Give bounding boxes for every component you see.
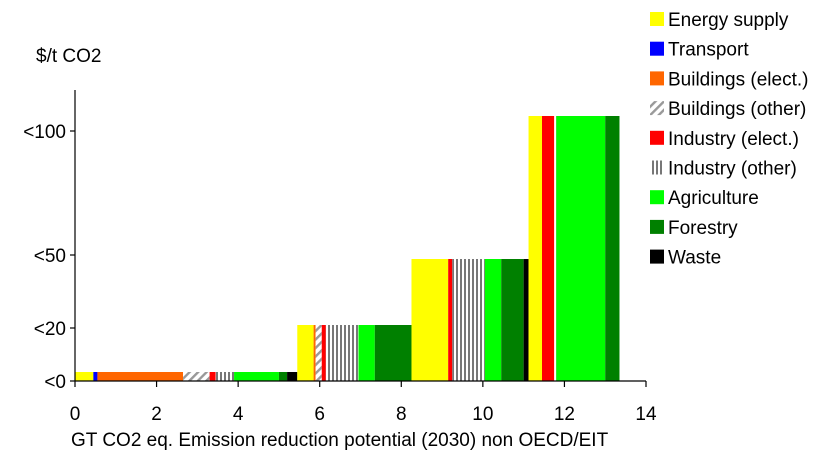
x-axis-title: GT CO2 eq. Emission reduction potential … [71,430,609,451]
legend-label-buildings-other: Buildings (other) [668,99,806,120]
legend-label-agriculture: Agriculture [668,188,759,209]
bar-transport [93,372,98,381]
x-tick-label: 0 [70,404,81,425]
y-axis-title: $/t CO2 [36,46,101,67]
legend-swatch-buildings-elect [650,71,664,86]
bar-industry-elect [209,372,216,381]
x-tick-label: 4 [233,404,244,425]
x-tick-label: 10 [472,404,493,425]
bar-waste [523,259,529,381]
y-tick-label: <100 [23,122,66,143]
bar-forestry [374,325,412,381]
y-tick-label: <0 [44,372,66,393]
bars-layer [75,116,620,381]
legend-swatch-agriculture [650,190,664,205]
axes-layer [74,90,646,382]
bar-buildings-other [183,372,210,381]
legend-swatch-industry-elect [650,130,664,145]
legend-label-transport: Transport [668,40,749,61]
legend-swatch-buildings-other [650,101,664,116]
bar-agriculture [556,116,606,381]
bar-buildings-other [315,325,322,381]
bar-industry-elect [448,259,453,381]
bar-industry-other [325,325,359,381]
legend-label-industry-other: Industry (other) [668,159,797,180]
legend: Energy supply Transport Buildings (elect.)… [650,10,808,269]
bar-buildings-elect [97,372,184,381]
bar-energy-supply [411,259,449,381]
x-tick-label: 2 [151,404,162,425]
legend-swatch-energy-supply [650,12,664,26]
bar-agriculture [484,259,502,381]
x-tick-label: 12 [554,404,575,425]
bar-industry-elect [542,116,555,381]
legend-label-industry-elect: Industry (elect.) [668,129,799,150]
bar-industry-other [215,372,235,381]
legend-swatch-transport [650,41,664,56]
legend-swatch-forestry [650,219,664,234]
bar-agriculture [234,372,279,381]
bar-energy-supply [297,325,314,381]
bar-agriculture [358,325,375,381]
bar-forestry [278,372,288,381]
legend-label-energy-supply: Energy supply [668,10,789,31]
x-tick-label: 14 [635,404,657,425]
bar-industry-other [554,116,557,381]
legend-label-forestry: Forestry [668,218,738,239]
legend-label-buildings-elect: Buildings (elect.) [668,69,808,90]
bar-energy-supply [75,372,94,381]
legend-swatch-waste [650,249,664,264]
bar-waste [287,372,298,381]
legend-swatch-industry-other [650,160,664,175]
legend-label-waste: Waste [668,248,721,269]
bar-buildings-elect [313,325,316,381]
y-tick-label: <50 [34,246,66,267]
y-ticks-layer: <0 <20 <50 <100 [23,122,75,393]
y-tick-label: <20 [34,319,66,340]
bar-forestry [501,259,524,381]
bar-industry-elect [321,325,326,381]
x-tick-label: 6 [314,404,325,425]
bar-energy-supply [528,116,542,381]
x-ticks-layer: 0 2 4 6 8 10 12 14 [70,381,657,425]
bar-industry-other [452,259,485,381]
bar-forestry [605,116,620,381]
x-tick-label: 8 [396,404,407,425]
